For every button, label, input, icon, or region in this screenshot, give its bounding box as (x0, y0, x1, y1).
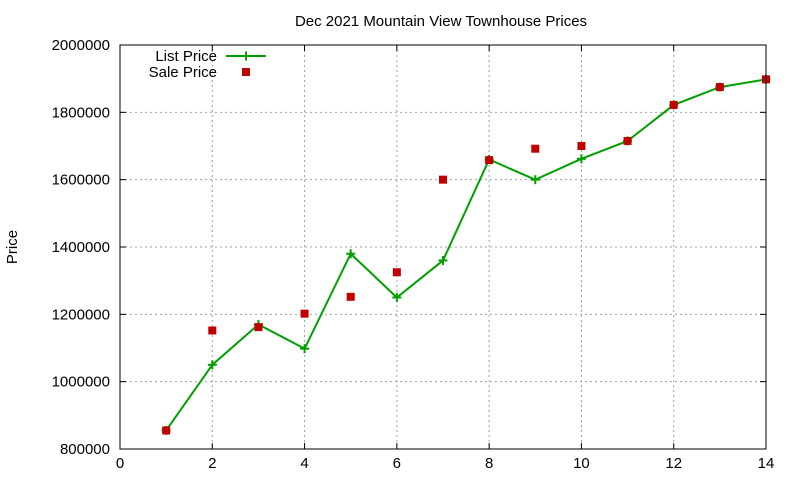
x-tick-label: 0 (116, 455, 124, 472)
axis-ticks: 0 2 4 6 8 10 12 14 800000 1000000 1200000 1400000 16… (52, 37, 775, 472)
plot-area (161, 74, 771, 435)
data-point (531, 144, 540, 153)
data-point (576, 154, 586, 164)
legend-marker (241, 51, 251, 61)
data-point (438, 255, 448, 265)
x-tick-label: 10 (573, 455, 590, 472)
x-tick-label: 2 (208, 455, 216, 472)
y-tick-label: 2000000 (52, 37, 110, 54)
data-point (392, 268, 401, 277)
data-point (530, 175, 540, 185)
data-point (485, 156, 494, 165)
y-tick-label: 1600000 (52, 172, 110, 189)
plot-frame (119, 44, 767, 450)
legend-label: Sale Price (149, 64, 217, 81)
data-point (254, 323, 263, 332)
data-point (162, 426, 171, 435)
data-point (346, 249, 356, 259)
x-tick-label: 12 (665, 455, 682, 472)
legend-item: Sale Price (149, 64, 250, 81)
data-point (577, 142, 586, 150)
x-tick-label: 4 (300, 455, 308, 472)
series-1 (162, 75, 770, 435)
y-tick-label: 1800000 (52, 104, 110, 121)
y-tick-label: 1400000 (52, 239, 110, 256)
legend-item: List Price (155, 48, 266, 65)
y-axis-label: Price (4, 230, 21, 264)
data-point (208, 326, 217, 335)
data-point (300, 344, 310, 354)
grid (120, 45, 766, 449)
legend-marker (242, 68, 250, 76)
chart-title: Dec 2021 Mountain View Townhouse Prices (295, 13, 587, 30)
data-point (439, 175, 447, 184)
data-point (207, 360, 217, 370)
series-line (165, 78, 767, 432)
x-tick-label: 6 (393, 455, 401, 472)
y-tick-label: 800000 (60, 441, 110, 458)
data-point (623, 136, 632, 145)
x-tick-label: 8 (485, 455, 493, 472)
x-tick-label: 14 (758, 455, 775, 472)
y-tick-label: 1200000 (52, 306, 110, 323)
data-point (392, 293, 402, 302)
data-point (300, 309, 309, 318)
series-0 (161, 74, 771, 435)
data-point (669, 100, 678, 109)
legend-label: List Price (155, 48, 217, 65)
data-point (346, 292, 355, 301)
y-tick-label: 1000000 (52, 374, 110, 391)
data-point (715, 83, 724, 92)
